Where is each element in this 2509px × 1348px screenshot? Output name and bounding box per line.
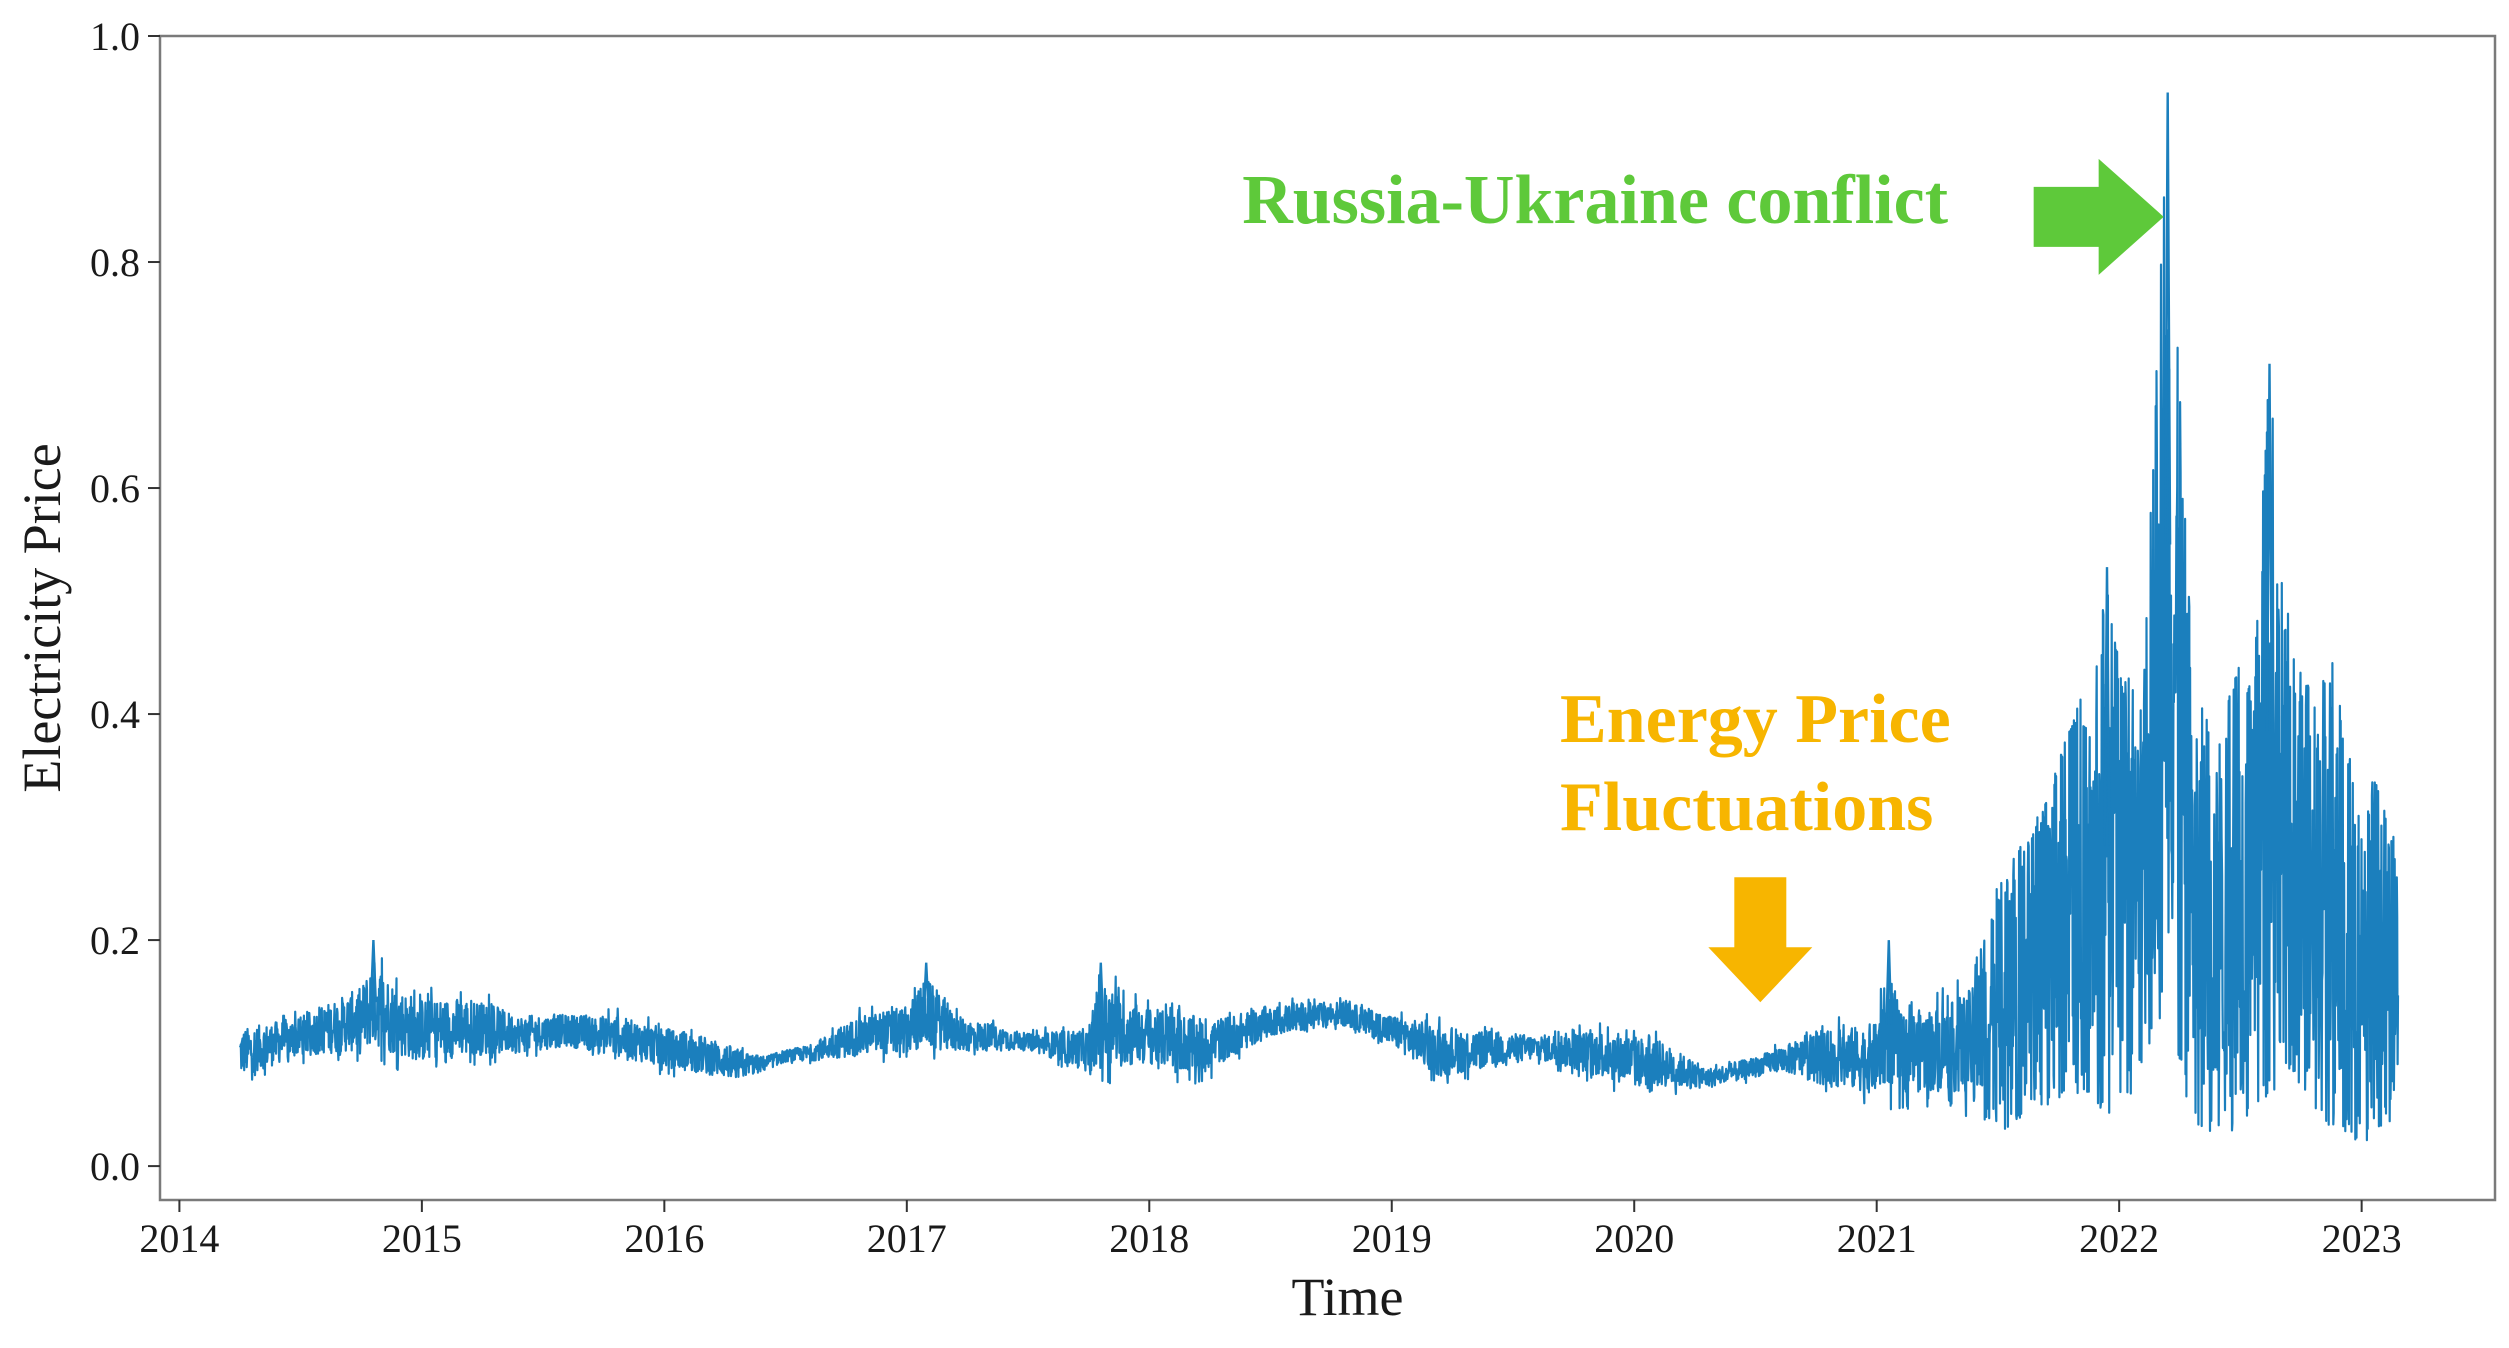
y-tick-label: 0.4: [90, 692, 140, 737]
y-tick-label: 0.2: [90, 918, 140, 963]
y-tick-label: 0.6: [90, 466, 140, 511]
series-spike: [2164, 92, 2172, 545]
annotation-energy-price-line: Fluctuations: [1560, 769, 1933, 846]
series-spike: [2265, 363, 2274, 732]
x-tick-label: 2023: [2322, 1216, 2402, 1261]
y-tick-label: 0.8: [90, 240, 140, 285]
annotation-energy-price-line: Energy Price: [1560, 681, 1951, 758]
x-tick-label: 2014: [139, 1216, 219, 1261]
series-spike: [369, 940, 377, 1003]
series-spike: [1097, 962, 1105, 1025]
series-spike: [2103, 567, 2111, 846]
y-axis-title: Electricity Price: [12, 443, 72, 792]
x-axis-title: Time: [1291, 1267, 1403, 1327]
x-tick-label: 2016: [624, 1216, 704, 1261]
annotation-energy-price: Energy Price Fluctuations: [1560, 681, 1951, 1003]
plot-frame: [158, 34, 2497, 1202]
x-tick-label: 2018: [1109, 1216, 1189, 1261]
series-spike: [1885, 940, 1893, 1025]
x-tick-label: 2017: [867, 1216, 947, 1261]
y-tick-label: 0.0: [90, 1144, 140, 1189]
annotation-russia-ukraine-text: Russia-Ukraine conflict: [1242, 162, 1948, 239]
x-tick-label: 2022: [2079, 1216, 2159, 1261]
series-spike: [922, 962, 930, 1013]
x-tick-label: 2021: [1837, 1216, 1917, 1261]
arrow-down-icon: [1708, 877, 1813, 1003]
x-tick-label: 2019: [1352, 1216, 1432, 1261]
x-tick-label: 2020: [1594, 1216, 1674, 1261]
x-tick-label: 2015: [382, 1216, 462, 1261]
series-line: [238, 196, 2400, 1142]
arrow-right-icon: [2033, 158, 2164, 275]
y-tick-label: 1.0: [90, 14, 140, 59]
annotation-russia-ukraine: Russia-Ukraine conflict: [1242, 158, 2164, 275]
